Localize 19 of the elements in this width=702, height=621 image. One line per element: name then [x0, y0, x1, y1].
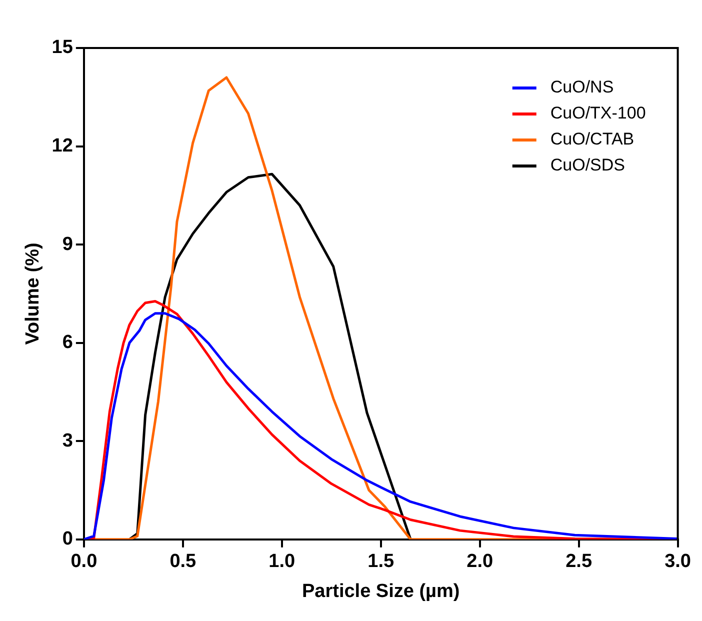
y-tick-label: 6	[62, 332, 73, 354]
x-tick-label: 1.0	[268, 551, 296, 572]
y-tick-label: 9	[62, 234, 73, 255]
x-tick-label: 2.5	[566, 551, 592, 572]
x-tick-label: 2.0	[466, 551, 494, 572]
y-tick-label: 12	[52, 136, 73, 157]
legend-label: CuO/CTAB	[550, 130, 634, 149]
x-tick-label: 3.0	[664, 551, 692, 572]
y-tick-label: 0	[62, 528, 73, 550]
y-tick-label: 3	[62, 430, 73, 452]
y-tick-label: 15	[52, 37, 74, 58]
x-tick-label: 1.5	[368, 551, 394, 572]
legend-label: CuO/SDS	[550, 156, 626, 175]
x-axis-title: Particle Size (µm)	[302, 580, 460, 602]
legend-label: CuO/TX-100	[550, 104, 646, 123]
legend-label: CuO/NS	[550, 78, 614, 97]
y-axis-title: Volume (%)	[22, 242, 44, 345]
x-tick-label: 0.0	[70, 551, 98, 572]
x-tick-label: 0.5	[170, 551, 197, 572]
